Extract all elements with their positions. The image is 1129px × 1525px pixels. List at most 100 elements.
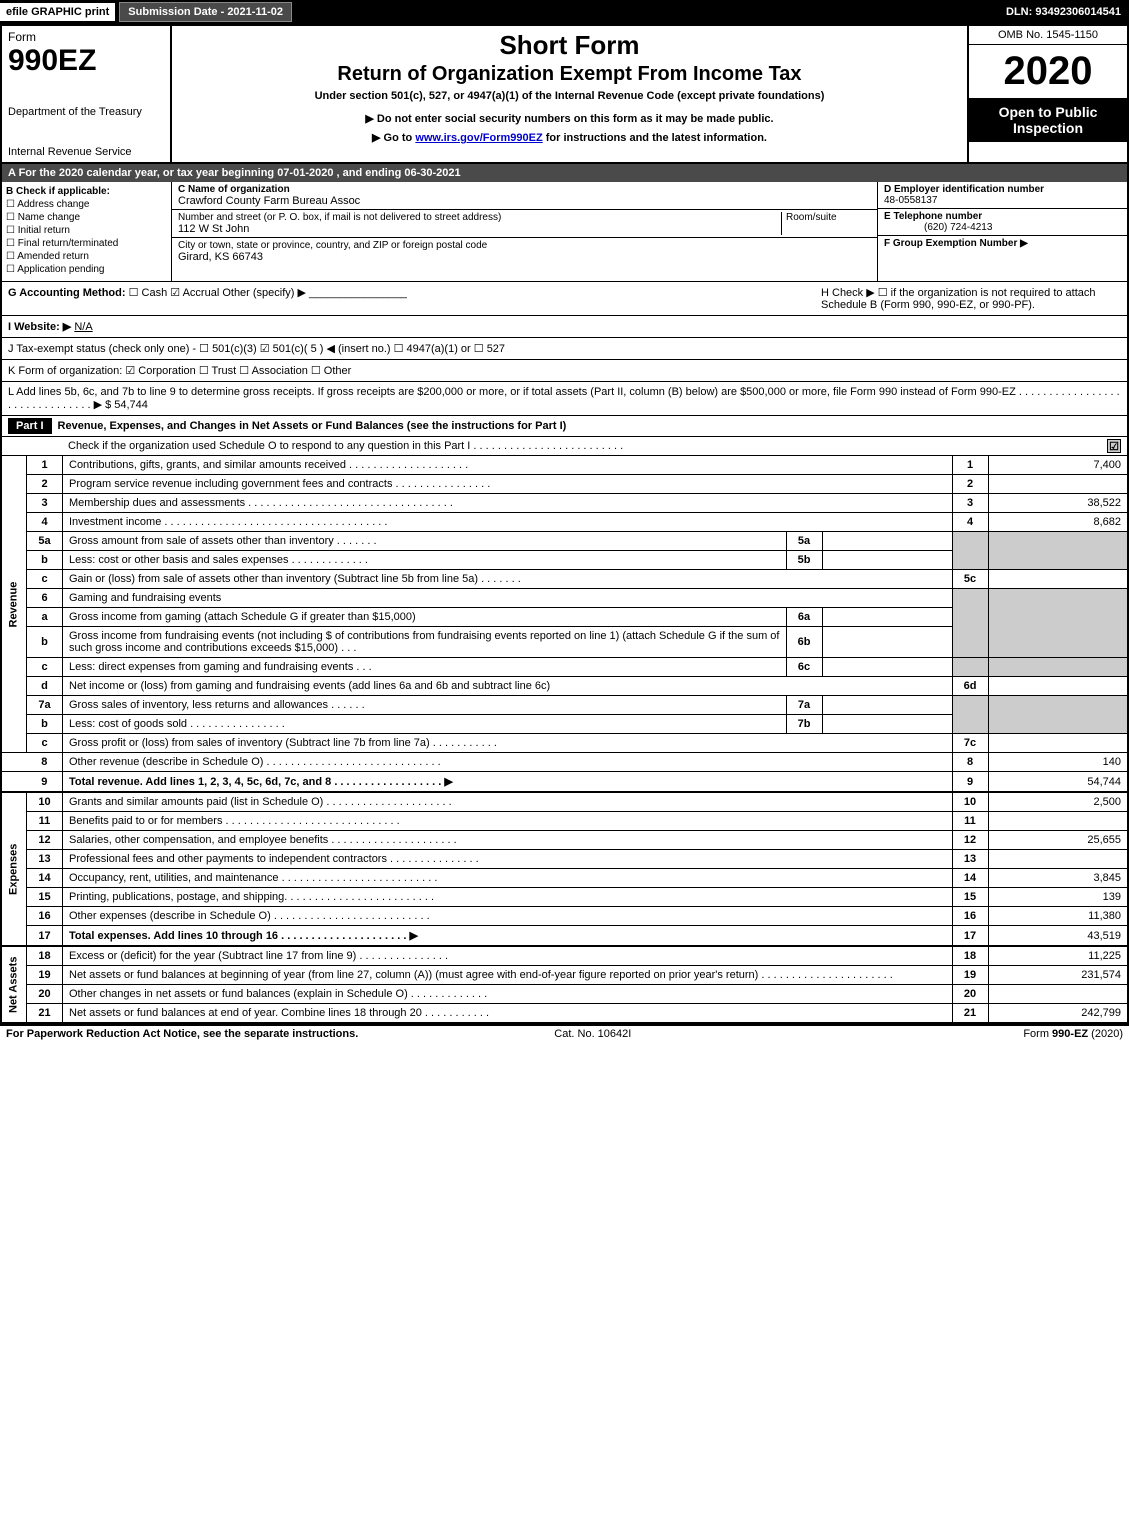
f-gex-label: F Group Exemption Number ▶ xyxy=(884,238,1028,249)
footer-left: For Paperwork Reduction Act Notice, see … xyxy=(6,1028,358,1040)
form-word: Form xyxy=(8,30,164,44)
line20-desc: Other changes in net assets or fund bala… xyxy=(63,985,953,1004)
top-bar: efile GRAPHIC print Submission Date - 20… xyxy=(0,0,1129,24)
d-ein-label: D Employer identification number xyxy=(884,184,1044,195)
section-d-ein: D Employer identification number 48-0558… xyxy=(877,182,1127,281)
line6d-val xyxy=(988,677,1128,696)
line16-desc: Other expenses (describe in Schedule O) … xyxy=(63,907,953,926)
room-suite-label: Room/suite xyxy=(781,212,871,235)
g-accrual: Accrual xyxy=(183,287,220,299)
dept-irs: Internal Revenue Service xyxy=(8,146,164,158)
lines-table: Revenue 1 Contributions, gifts, grants, … xyxy=(0,456,1129,1024)
goto-pre: ▶ Go to xyxy=(372,132,415,144)
revenue-label: Revenue xyxy=(1,456,27,753)
form-number: 990EZ xyxy=(8,44,164,78)
line5b-num: b xyxy=(27,551,63,570)
open-inspection: Open to Public Inspection xyxy=(969,98,1127,142)
line18-num: 18 xyxy=(27,946,63,966)
line5c-num: c xyxy=(27,570,63,589)
line6-num: 6 xyxy=(27,589,63,608)
chk-name: Name change xyxy=(18,212,80,223)
line5a-num: 5a xyxy=(27,532,63,551)
line18-desc: Excess or (deficit) for the year (Subtra… xyxy=(63,946,953,966)
line11-num: 11 xyxy=(27,812,63,831)
e-tel-label: E Telephone number xyxy=(884,211,982,222)
line19-num: 19 xyxy=(27,966,63,985)
line5c-rn: 5c xyxy=(952,570,988,589)
line19-rn: 19 xyxy=(952,966,988,985)
header-right: OMB No. 1545-1150 2020 Open to Public In… xyxy=(967,26,1127,162)
form-header: Form 990EZ Department of the Treasury In… xyxy=(0,24,1129,164)
line18-rn: 18 xyxy=(952,946,988,966)
line10-num: 10 xyxy=(27,792,63,812)
line6abc-shaded xyxy=(952,589,988,658)
line6b-sv xyxy=(822,627,952,658)
line6c-desc: Less: direct expenses from gaming and fu… xyxy=(63,658,787,677)
i-website-row: I Website: ▶ N/A xyxy=(0,316,1129,338)
line14-rn: 14 xyxy=(952,869,988,888)
line6abc-shaded-val xyxy=(988,589,1128,658)
line21-rn: 21 xyxy=(952,1004,988,1024)
part1-check-row: Check if the organization used Schedule … xyxy=(0,437,1129,456)
line13-val xyxy=(988,850,1128,869)
donot-warning: ▶ Do not enter social security numbers o… xyxy=(180,112,959,125)
line5a-desc: Gross amount from sale of assets other t… xyxy=(63,532,787,551)
tax-year: 2020 xyxy=(969,45,1127,98)
under-section: Under section 501(c), 527, or 4947(a)(1)… xyxy=(180,90,959,102)
chk-amended: Amended return xyxy=(17,251,89,262)
part1-label: Part I xyxy=(8,418,52,434)
line6a-num: a xyxy=(27,608,63,627)
line6b-desc: Gross income from fundraising events (no… xyxy=(63,627,787,658)
goto-instructions: ▶ Go to www.irs.gov/Form990EZ for instru… xyxy=(180,131,959,144)
org-address: 112 W St John xyxy=(178,223,249,235)
line16-val: 11,380 xyxy=(988,907,1128,926)
line7c-rn: 7c xyxy=(952,734,988,753)
line4-num: 4 xyxy=(27,513,63,532)
c-name-label: C Name of organization xyxy=(178,184,290,195)
line16-num: 16 xyxy=(27,907,63,926)
section-b-checkboxes: B Check if applicable: ☐ Address change … xyxy=(2,182,172,281)
line1-rn: 1 xyxy=(952,456,988,475)
line6b-sn: 6b xyxy=(786,627,822,658)
line5ab-shaded-val xyxy=(988,532,1128,570)
line15-desc: Printing, publications, postage, and shi… xyxy=(63,888,953,907)
line7c-num: c xyxy=(27,734,63,753)
line4-desc: Investment income . . . . . . . . . . . … xyxy=(63,513,953,532)
line7a-sv xyxy=(822,696,952,715)
line6a-sv xyxy=(822,608,952,627)
line6-desc: Gaming and fundraising events xyxy=(63,589,953,608)
line6c-shaded-val xyxy=(988,658,1128,677)
line6a-sn: 6a xyxy=(786,608,822,627)
expenses-label: Expenses xyxy=(1,792,27,946)
dept-treasury: Department of the Treasury xyxy=(8,106,164,118)
g-accounting: G Accounting Method: ☐ Cash ☑ Accrual Ot… xyxy=(8,286,821,311)
line1-num: 1 xyxy=(27,456,63,475)
org-name: Crawford County Farm Bureau Assoc xyxy=(178,195,360,207)
footer: For Paperwork Reduction Act Notice, see … xyxy=(0,1024,1129,1042)
line3-desc: Membership dues and assessments . . . . … xyxy=(63,494,953,513)
line3-num: 3 xyxy=(27,494,63,513)
line10-desc: Grants and similar amounts paid (list in… xyxy=(63,792,953,812)
dln-label: DLN: 93492306014541 xyxy=(1006,6,1129,18)
line21-num: 21 xyxy=(27,1004,63,1024)
goto-post: for instructions and the latest informat… xyxy=(543,132,767,144)
line5ab-shaded xyxy=(952,532,988,570)
section-a-period: A For the 2020 calendar year, or tax yea… xyxy=(0,164,1129,182)
chk-final: Final return/terminated xyxy=(18,238,119,249)
g-cash: Cash xyxy=(142,287,168,299)
goto-link[interactable]: www.irs.gov/Form990EZ xyxy=(415,132,542,144)
part1-check-text: Check if the organization used Schedule … xyxy=(8,440,623,452)
part1-checkbox[interactable]: ☑ xyxy=(1107,439,1121,453)
line3-rn: 3 xyxy=(952,494,988,513)
g-label: G Accounting Method: xyxy=(8,287,126,299)
short-form-title: Short Form xyxy=(180,30,959,61)
line7a-desc: Gross sales of inventory, less returns a… xyxy=(63,696,787,715)
line20-num: 20 xyxy=(27,985,63,1004)
line1-desc: Contributions, gifts, grants, and simila… xyxy=(63,456,953,475)
line9-rn: 9 xyxy=(952,772,988,793)
line14-num: 14 xyxy=(27,869,63,888)
line5b-desc: Less: cost or other basis and sales expe… xyxy=(63,551,787,570)
line5c-val xyxy=(988,570,1128,589)
line10-val: 2,500 xyxy=(988,792,1128,812)
omb-number: OMB No. 1545-1150 xyxy=(969,26,1127,45)
